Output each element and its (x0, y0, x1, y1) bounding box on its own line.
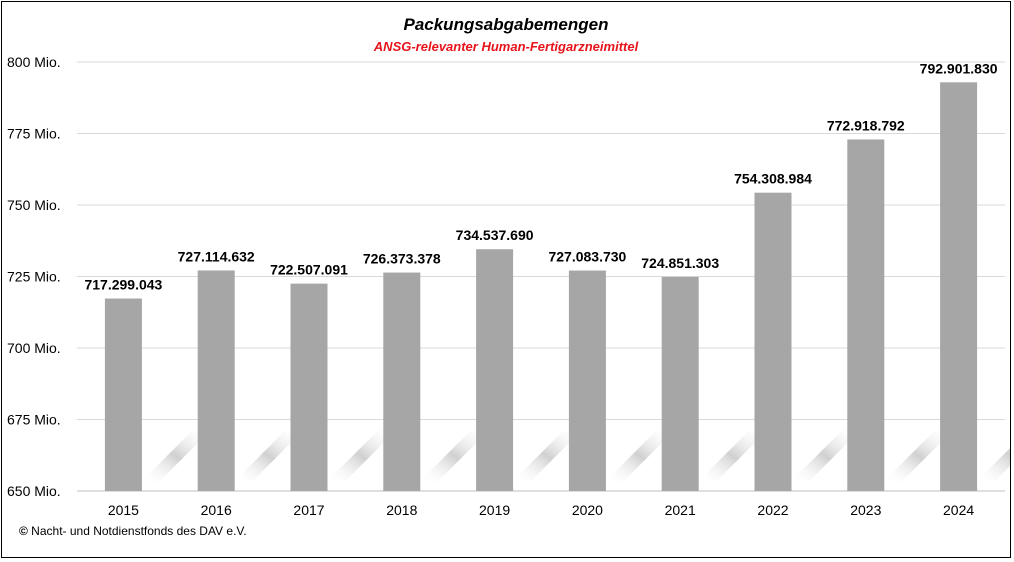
x-tick-label: 2019 (479, 502, 510, 518)
bar-shadow (327, 431, 396, 481)
footer-text: Nacht- und Notdienstfonds des DAV e.V. (27, 524, 247, 538)
y-tick-label: 775 Mio. (7, 126, 61, 142)
data-label: 722.507.091 (270, 262, 348, 278)
data-label: 792.901.830 (920, 60, 998, 76)
data-label: 772.918.792 (827, 117, 905, 133)
bar-shadow (234, 431, 303, 481)
data-label: 724.851.303 (641, 255, 719, 271)
data-label: 727.114.632 (178, 248, 255, 264)
y-tick-label: 675 Mio. (7, 412, 61, 428)
bar (290, 283, 328, 491)
bar-shadows (141, 431, 1010, 481)
bar-shadow (605, 431, 674, 481)
x-tick-label: 2017 (293, 502, 324, 518)
data-label: 726.373.378 (363, 251, 441, 267)
data-label: 754.308.984 (734, 171, 812, 187)
x-tick-label: 2024 (943, 502, 974, 518)
x-tick-label: 2022 (757, 502, 788, 518)
bar (197, 270, 235, 491)
y-tick-label: 750 Mio. (7, 197, 61, 213)
labels: 650 Mio. 675 Mio. 700 Mio. 725 Mio. 750 Mio.… (7, 54, 998, 518)
y-tick-label: 700 Mio. (7, 340, 61, 356)
x-tick-label: 2023 (850, 502, 881, 518)
bar-shadow (513, 431, 582, 481)
copyright-icon: © (19, 524, 28, 538)
y-tick-label: 725 Mio. (7, 269, 61, 285)
x-tick-label: 2016 (201, 502, 232, 518)
bar-shadow (420, 431, 489, 481)
y-tick-label: 650 Mio. (7, 483, 61, 499)
bars (104, 82, 978, 491)
x-tick-label: 2015 (108, 502, 139, 518)
bar-shadow (698, 431, 767, 481)
bar-shadow (791, 431, 860, 481)
bar (383, 272, 421, 491)
chart-title: Packungsabgabemengen (403, 15, 609, 34)
y-tick-label: 800 Mio. (7, 54, 61, 70)
bar-shadow (141, 431, 210, 481)
bar (940, 82, 978, 491)
bar-shadow (977, 448, 1010, 481)
chart-subtitle: ANSG-relevanter Human-Fertigarzneimittel (373, 39, 639, 54)
bar (568, 270, 606, 491)
bar (476, 249, 514, 491)
data-label: 734.537.690 (456, 227, 534, 243)
x-tick-label: 2020 (572, 502, 603, 518)
bar (754, 192, 792, 491)
data-label: 727.083.730 (548, 249, 626, 265)
bar (104, 298, 142, 491)
bar (847, 139, 885, 491)
x-tick-label: 2021 (665, 502, 696, 518)
bar-shadow (884, 431, 953, 481)
footer-credit: © Nacht- und Notdienstfonds des DAV e.V. (19, 524, 247, 538)
data-label: 717.299.043 (84, 277, 162, 293)
x-tick-label: 2018 (386, 502, 417, 518)
bar (661, 276, 699, 491)
